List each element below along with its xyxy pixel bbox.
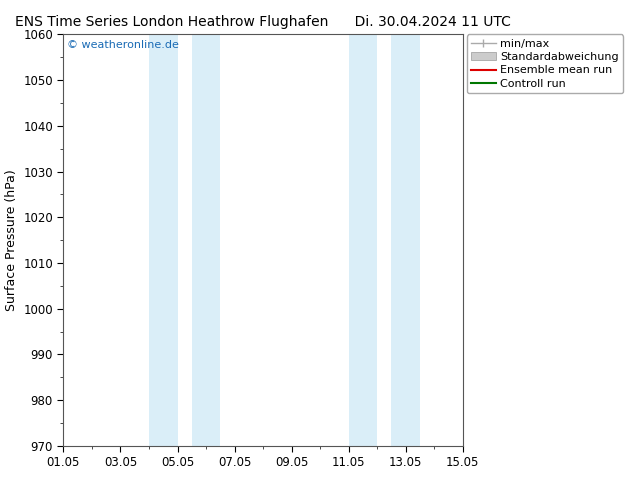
Bar [349,34,377,446]
Bar [149,34,178,446]
Text: © weatheronline.de: © weatheronline.de [67,41,179,50]
Bar [391,34,420,446]
Y-axis label: Surface Pressure (hPa): Surface Pressure (hPa) [4,169,18,311]
Bar [191,34,220,446]
Legend: min/max, Standardabweichung, Ensemble mean run, Controll run: min/max, Standardabweichung, Ensemble me… [467,34,623,93]
Title: ENS Time Series London Heathrow Flughafen      Di. 30.04.2024 11 UTC: ENS Time Series London Heathrow Flughafe… [15,15,511,29]
